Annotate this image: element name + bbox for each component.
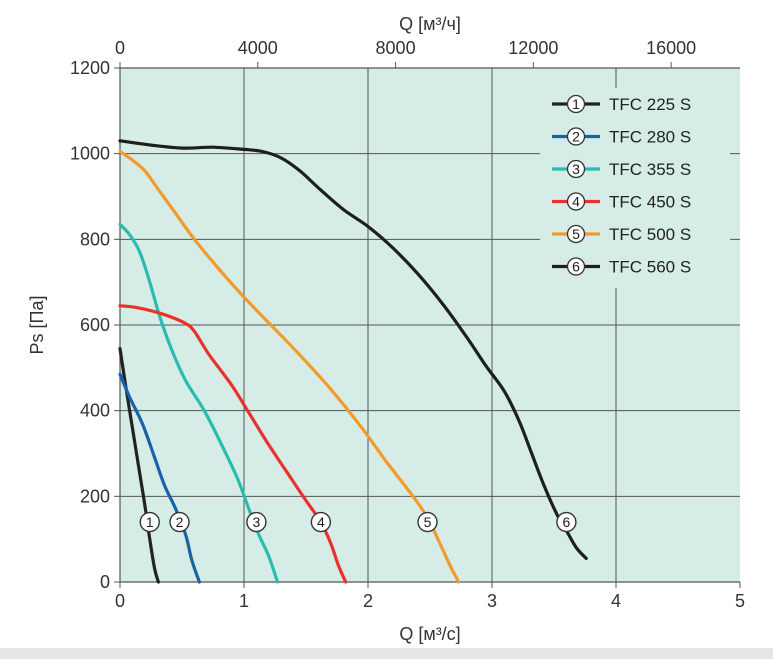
legend-item-4: 4 TFC 450 S bbox=[552, 192, 691, 212]
series-markers: 1 2 3 4 5 6 bbox=[139, 511, 577, 533]
legend-label: TFC 450 S bbox=[609, 193, 691, 212]
curve-marker-circle bbox=[246, 511, 267, 533]
legend-item-2: 2 TFC 280 S bbox=[552, 127, 691, 147]
x-tick-label: 1 bbox=[239, 591, 249, 611]
legend-number-circle bbox=[566, 257, 586, 276]
x2-tick-label: 8000 bbox=[376, 38, 416, 58]
x-tick-label: 0 bbox=[115, 591, 125, 611]
legend-item-3: 3 TFC 355 S bbox=[552, 159, 691, 179]
x-tick-label: 3 bbox=[487, 591, 497, 611]
x-axis-title-top: Q [м³/ч] bbox=[399, 14, 461, 34]
x2-tick-label: 16000 bbox=[646, 38, 696, 58]
y-tick-label: 800 bbox=[80, 229, 110, 249]
x-tick-label: 2 bbox=[363, 591, 373, 611]
legend-label: TFC 280 S bbox=[609, 128, 691, 147]
curve-marker-circle bbox=[169, 511, 190, 533]
curve-marker-number: 1 bbox=[146, 514, 154, 530]
legend-number: 6 bbox=[572, 259, 580, 275]
curve-marker-number: 4 bbox=[317, 514, 325, 530]
x2-tick-label: 0 bbox=[115, 38, 125, 58]
legend-number-circle bbox=[566, 192, 586, 211]
legend-number: 5 bbox=[572, 226, 580, 242]
curve-marker-circle bbox=[417, 511, 438, 533]
bottom-strip bbox=[0, 648, 773, 659]
curve-marker-number: 3 bbox=[253, 514, 261, 530]
curve-marker-circle bbox=[310, 511, 332, 533]
legend-label: TFC 355 S bbox=[609, 160, 691, 179]
series-line-6 bbox=[118, 139, 588, 560]
x2-tick-label: 4000 bbox=[238, 38, 278, 58]
legend-label: TFC 500 S bbox=[609, 225, 691, 244]
x-axis-title-bottom: Q [м³/с] bbox=[399, 624, 460, 644]
legend-item-6: 6 TFC 560 S bbox=[552, 257, 691, 277]
legend-number-circle bbox=[566, 94, 586, 114]
curve-marker-5: 5 bbox=[417, 511, 438, 533]
legend-number: 3 bbox=[572, 161, 580, 177]
x-tick-label: 5 bbox=[735, 591, 745, 611]
curve-marker-1: 1 bbox=[139, 511, 160, 533]
series-line-2 bbox=[118, 372, 201, 584]
x-tick-label: 4 bbox=[611, 591, 621, 611]
curve-marker-3: 3 bbox=[246, 511, 267, 533]
curve-marker-number: 2 bbox=[176, 514, 184, 530]
curve-marker-number: 5 bbox=[424, 514, 432, 530]
legend-number-circle bbox=[566, 224, 586, 244]
legend-background bbox=[540, 88, 730, 288]
curve-marker-6: 6 bbox=[556, 511, 577, 533]
y-tick-label: 0 bbox=[100, 572, 110, 592]
legend-number: 4 bbox=[572, 194, 580, 210]
x2-tick-label: 12000 bbox=[508, 38, 558, 58]
legend-number-circle bbox=[566, 127, 586, 146]
series-line-4 bbox=[118, 304, 348, 584]
y-tick-label: 1200 bbox=[70, 58, 110, 78]
y-axis-title: Ps [Па] bbox=[27, 296, 47, 355]
curve-marker-number: 6 bbox=[563, 514, 571, 530]
y-tick-label: 400 bbox=[80, 401, 110, 421]
legend-item-5: 5 TFC 500 S bbox=[552, 224, 691, 244]
legend-number-circle bbox=[566, 159, 586, 179]
curve-marker-circle bbox=[139, 511, 160, 533]
legend-number: 1 bbox=[572, 96, 580, 112]
series-line-3 bbox=[118, 222, 280, 584]
curve-marker-circle bbox=[556, 511, 577, 533]
legend-number: 2 bbox=[572, 129, 580, 145]
curve-marker-4: 4 bbox=[310, 511, 332, 533]
curve-marker-2: 2 bbox=[169, 511, 190, 533]
legend-label: TFC 225 S bbox=[609, 95, 691, 114]
y-tick-label: 600 bbox=[80, 315, 110, 335]
legend: 1 TFC 225 S 2 TFC 280 S 3 TFC 355 S 4 TFC 450 S… bbox=[540, 88, 730, 288]
y-tick-label: 200 bbox=[80, 486, 110, 506]
legend-label: TFC 560 S bbox=[609, 258, 691, 277]
legend-item-1: 1 TFC 225 S bbox=[552, 94, 691, 114]
y-tick-label: 1000 bbox=[70, 144, 110, 164]
